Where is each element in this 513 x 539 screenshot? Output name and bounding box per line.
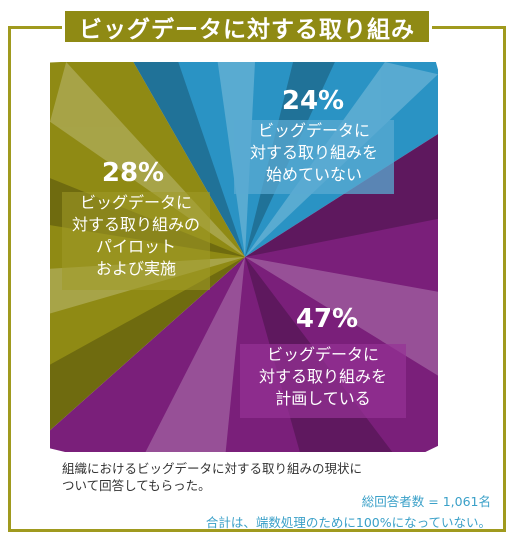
- slice-label-line: ビッグデータに: [257, 121, 370, 140]
- slice-facet: [50, 257, 245, 431]
- slice-facet: [133, 62, 245, 257]
- slice-percent-pilot: 28%: [101, 158, 165, 188]
- slice-label-line: 対する取り組みを: [249, 143, 378, 162]
- slice-label-line: 計画している: [275, 389, 371, 408]
- slice-percent-planning: 47%: [295, 304, 359, 334]
- slice-label-line: パイロット: [95, 237, 176, 256]
- slice-label-not-started: ビッグデータに 対する取り組みを 始めていない: [234, 120, 394, 194]
- chart-title: ビッグデータに対する取り組み: [62, 8, 432, 45]
- slice-label-line: 対する取り組みを: [258, 367, 387, 386]
- slice-percent-not-started: 24%: [281, 86, 345, 116]
- slice-label-line: 対する取り組みの: [71, 215, 200, 234]
- caption-line: ついて回答してもらった。: [62, 478, 211, 493]
- slice-label-line: ビッグデータに: [79, 193, 192, 212]
- rounding-note: 合計は、端数処理のために100%になっていない。: [205, 515, 491, 530]
- slice-label-pilot: ビッグデータに 対する取り組みの パイロット および実施: [62, 192, 210, 290]
- slice-label-line: 始めていない: [265, 165, 362, 184]
- caption-line: 組織におけるビッグデータに対する取り組みの現状に: [62, 461, 363, 476]
- slice-label-planning: ビッグデータに 対する取り組みを 計画している: [240, 344, 406, 418]
- slice-label-line: および実施: [95, 259, 176, 278]
- slice-facet: [145, 257, 245, 452]
- respondent-count: 総回答者数 = 1,061名: [361, 494, 491, 509]
- chart-caption: 組織におけるビッグデータに対する取り組みの現状に ついて回答してもらった。: [62, 460, 362, 494]
- slice-label-line: ビッグデータに: [266, 345, 379, 364]
